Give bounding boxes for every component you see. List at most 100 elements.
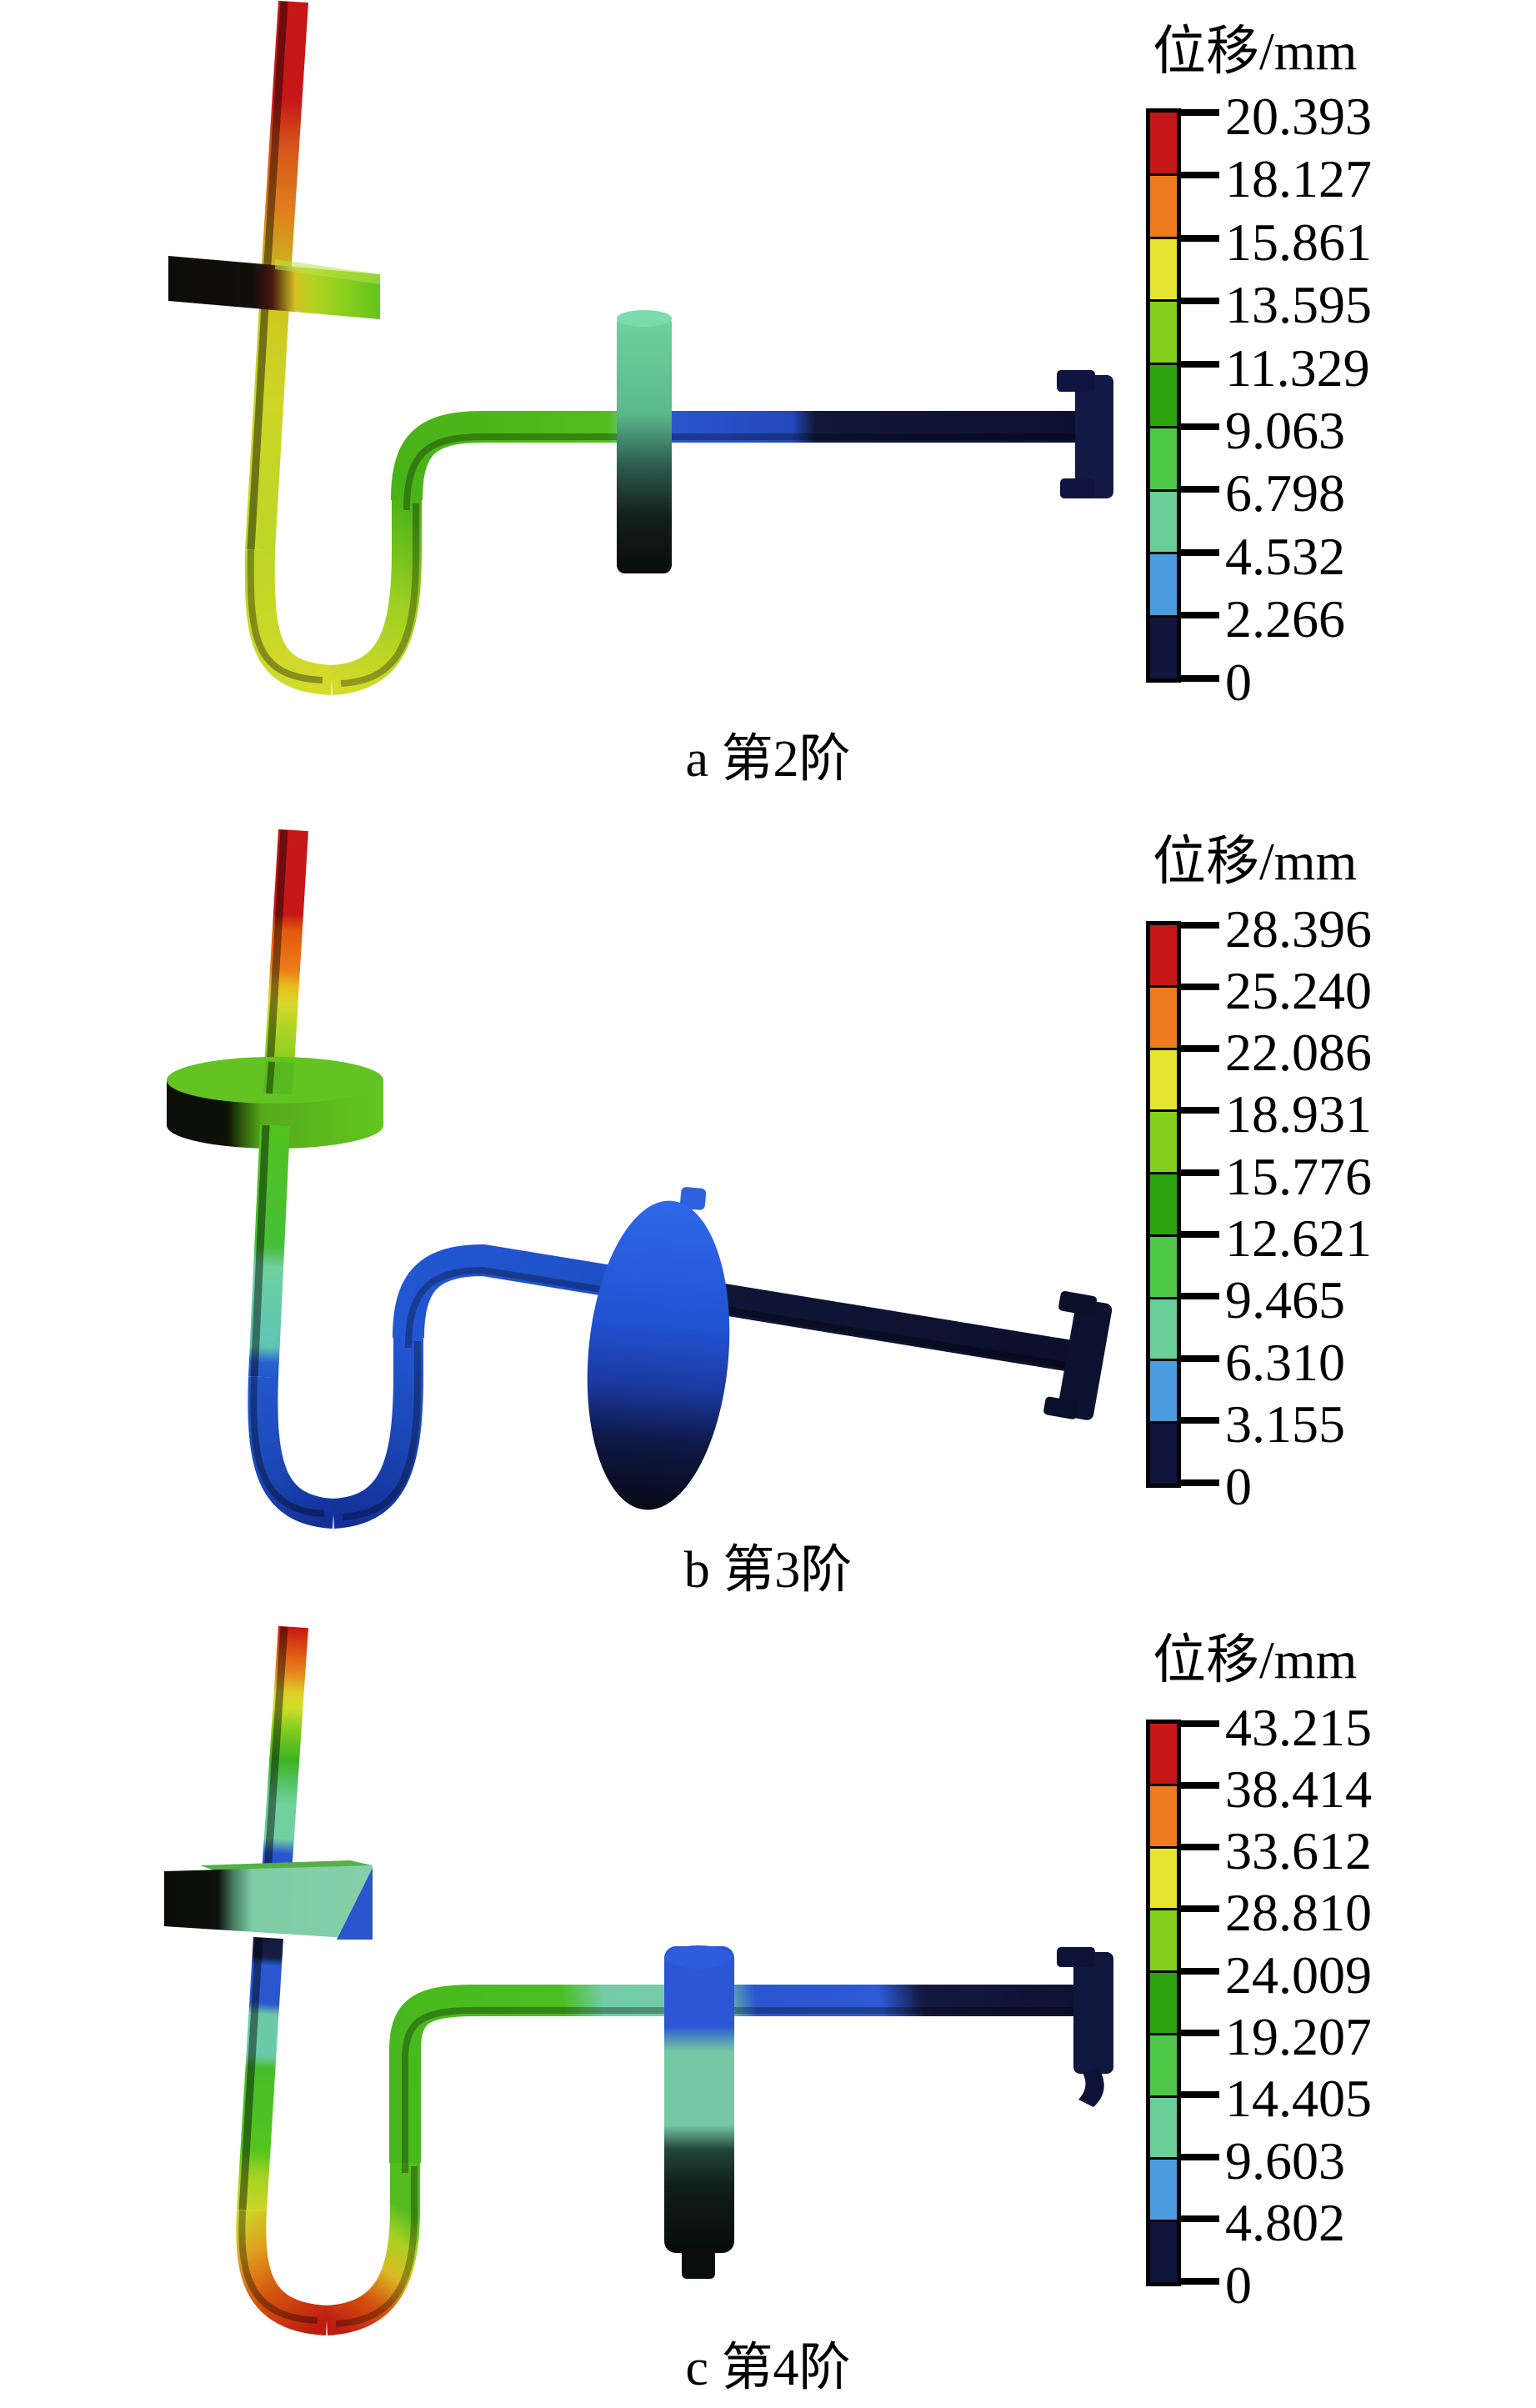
tick-line [1181, 1905, 1219, 1912]
tick-value: 0 [1225, 2255, 1252, 2315]
tick-value: 28.810 [1225, 1883, 1372, 1942]
colorbar-gradient-c [1146, 1720, 1181, 2286]
mode-shape-diagram-b [167, 829, 1113, 1529]
tick-value: 3.155 [1225, 1394, 1345, 1454]
caption-panel-c: c 第4阶 [685, 2340, 851, 2396]
end-fitting-b [1043, 1290, 1113, 1420]
tick-line [1181, 235, 1219, 242]
tick-line [1181, 2215, 1219, 2222]
tick-line [1181, 612, 1219, 618]
tick-value: 6.310 [1225, 1333, 1345, 1392]
tick-value: 22.086 [1225, 1023, 1372, 1082]
tick-line [1181, 172, 1219, 178]
tick-value: 0 [1225, 1457, 1252, 1516]
tick-line [1181, 1968, 1219, 1975]
flange-disc-upper-c [164, 1860, 373, 1940]
tick-value: 43.215 [1225, 1698, 1372, 1757]
caption-panel-b: b 第3阶 [683, 1542, 853, 1599]
colorbar-seg [1150, 491, 1177, 555]
colorbar-seg [1150, 554, 1177, 618]
flange-disc-lower-c [664, 1945, 734, 2279]
colorbar-seg [1150, 2222, 1177, 2283]
tick-line [1181, 1479, 1219, 1486]
colorbar-seg [1150, 1112, 1177, 1175]
tick-line [1181, 109, 1219, 116]
tick-value: 4.532 [1225, 527, 1345, 586]
colorbar-seg [1150, 987, 1177, 1050]
colorbar-seg [1150, 238, 1177, 303]
tick-value: 19.207 [1225, 2007, 1372, 2066]
mode-shape-diagram-a [168, 0, 1113, 695]
tick-value: 20.393 [1225, 87, 1372, 146]
mode-shape-diagram-c [164, 1625, 1113, 2335]
tick-line [1181, 675, 1219, 682]
tick-line [1181, 361, 1219, 368]
flange-disc-lower-b [587, 1187, 730, 1510]
colorbar-seg [1150, 1361, 1177, 1424]
tick-value: 0 [1225, 653, 1252, 712]
tick-value: 15.776 [1225, 1147, 1372, 1206]
tick-value: 12.621 [1225, 1209, 1372, 1268]
tick-value: 13.595 [1225, 275, 1372, 334]
tick-line [1181, 423, 1219, 430]
colorbar-gradient-a [1146, 108, 1181, 683]
colorbar-seg [1150, 925, 1177, 988]
tick-line [1181, 486, 1219, 493]
tick-line [1181, 2154, 1219, 2160]
tick-value: 25.240 [1225, 961, 1372, 1020]
tick-value: 6.798 [1225, 463, 1345, 523]
tick-line [1181, 1045, 1219, 1052]
colorbar-seg [1150, 302, 1177, 366]
colorbar-seg [1150, 113, 1177, 176]
tick-line [1181, 1169, 1219, 1176]
colorbar-seg [1150, 1299, 1177, 1362]
tick-value: 9.063 [1225, 401, 1345, 460]
colorbar-seg [1150, 365, 1177, 428]
tick-line [1181, 1231, 1219, 1238]
tick-line [1181, 2091, 1219, 2098]
end-fitting-a [1057, 370, 1113, 498]
colorbar-b: 28.396 25.240 22.086 18.931 15.776 12.62… [1146, 903, 1529, 1514]
tick-line [1181, 1844, 1219, 1850]
tick-line [1181, 984, 1219, 990]
pipe-assembly-a [168, 0, 1113, 695]
tick-value: 33.612 [1225, 1821, 1372, 1880]
tick-line [1181, 2278, 1219, 2285]
tick-value: 38.414 [1225, 1760, 1372, 1819]
colorbar-seg [1150, 2160, 1177, 2223]
colorbar-seg [1150, 618, 1177, 679]
colorbar-seg [1150, 1236, 1177, 1299]
colorbar-seg [1150, 1049, 1177, 1113]
tick-line [1181, 2030, 1219, 2036]
colorbar-seg [1150, 1424, 1177, 1484]
tick-line [1181, 1355, 1219, 1362]
colorbar-seg [1150, 1174, 1177, 1237]
colorbar-seg [1150, 1724, 1177, 1786]
tick-value: 18.931 [1225, 1084, 1372, 1144]
colorbar-gradient-b [1146, 921, 1181, 1488]
tick-value: 9.603 [1225, 2131, 1345, 2190]
tick-value: 4.802 [1225, 2193, 1345, 2252]
caption-panel-a: a 第2阶 [685, 731, 851, 788]
tick-value: 14.405 [1225, 2069, 1372, 2128]
tick-value: 9.465 [1225, 1270, 1345, 1329]
tick-line [1181, 922, 1219, 929]
colorbar-seg [1150, 1973, 1177, 2035]
tick-value: 18.127 [1225, 149, 1372, 208]
colorbar-seg [1150, 2035, 1177, 2098]
colorbar-seg [1150, 175, 1177, 239]
tick-line [1181, 1107, 1219, 1114]
flange-disc-lower-a [617, 315, 672, 573]
legend-title-c: 位移/mm [1153, 1630, 1358, 1690]
tick-value: 2.266 [1225, 589, 1345, 648]
colorbar-a: 20.393 18.127 15.861 13.595 11.329 9.063… [1146, 90, 1529, 709]
tick-line [1181, 1782, 1219, 1789]
colorbar-seg [1150, 1785, 1177, 1849]
tick-line [1181, 1293, 1219, 1299]
flange-disc-upper-a [168, 256, 380, 319]
pipe-assembly-c [164, 1625, 1113, 2335]
legend-title-a: 位移/mm [1153, 22, 1358, 81]
pipe-assembly-b [167, 829, 1113, 1529]
tick-value: 11.329 [1225, 338, 1370, 398]
colorbar-seg [1150, 428, 1177, 492]
